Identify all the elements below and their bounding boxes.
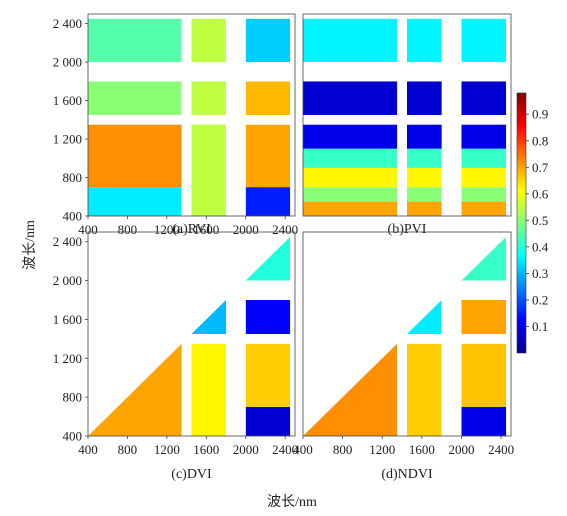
- masked-band-horizontal: [303, 280, 511, 300]
- panel-frame: [87, 231, 296, 437]
- masked-band-horizontal: [88, 334, 295, 344]
- heatmap-cell: [88, 18, 182, 63]
- y-tick-label: 1 200: [53, 351, 82, 366]
- heatmap-cell: [303, 343, 398, 436]
- x-tick-label: 1600: [193, 442, 219, 457]
- masked-band-vertical: [226, 232, 246, 436]
- heatmap-cell: [407, 300, 442, 334]
- masked-band-vertical: [397, 232, 407, 436]
- x-tick-label: 2400: [488, 442, 514, 457]
- colorbar-tick-label: 0.6: [532, 186, 549, 201]
- colorbar-tick-label: 0.2: [532, 292, 548, 307]
- colorbar-gradient: [516, 92, 527, 354]
- masked-band-horizontal: [88, 115, 295, 125]
- y-tick-label: 1 200: [53, 132, 82, 147]
- x-tick-label: 2400: [272, 442, 298, 457]
- heatmap-cell: [191, 343, 226, 436]
- panel-ndvi: [303, 232, 511, 436]
- panel-caption: (d)NDVI: [381, 467, 433, 482]
- heatmap-cell: [245, 124, 291, 188]
- x-tick-label: 800: [333, 442, 353, 457]
- x-tick-label: 2400: [272, 222, 298, 237]
- x-tick-label: 400: [293, 442, 313, 457]
- heatmap-cell: [245, 406, 291, 436]
- x-tick-label: 1200: [154, 222, 180, 237]
- heatmap-cell: [191, 300, 226, 334]
- panel-rvi: [88, 14, 295, 216]
- panel-frame: [302, 13, 512, 217]
- panel-caption: (c)DVI: [171, 467, 212, 482]
- masked-band-horizontal: [303, 115, 511, 125]
- colorbar-tick-label: 0.8: [532, 133, 548, 148]
- colorbar-tick-label: 0.4: [532, 239, 549, 254]
- masked-band-horizontal: [88, 280, 295, 300]
- x-tick-label: 2000: [233, 442, 259, 457]
- heatmap-cell: [245, 81, 291, 115]
- heatmap-cell: [407, 343, 442, 436]
- y-tick-label: 2 400: [53, 234, 82, 249]
- heatmap-cell: [245, 187, 291, 216]
- colorbar-tick-label: 0.7: [532, 160, 549, 175]
- y-tick-label: 2 000: [53, 273, 82, 288]
- masked-band-horizontal: [303, 334, 511, 344]
- y-tick-label: 800: [63, 390, 83, 405]
- heatmap-cell: [245, 343, 291, 407]
- colorbar-tick-label: 0.5: [532, 213, 548, 228]
- heatmap-cell: [88, 343, 182, 436]
- x-tick-label: 1200: [154, 442, 180, 457]
- x-tick-label: 1600: [409, 442, 435, 457]
- panel-frame: [87, 13, 296, 217]
- x-tick-label: 400: [78, 442, 98, 457]
- colorbar: 0.1 0.2 0.3 0.4 0.5 0.6 0.7 0.8 0.9: [516, 92, 549, 354]
- heatmap-cell: [461, 236, 507, 281]
- heatmap-cell: [88, 124, 182, 188]
- colorbar-tick-label: 0.9: [532, 107, 548, 122]
- masked-band-vertical: [441, 232, 462, 436]
- x-axis-label: 波长/nm: [267, 494, 317, 510]
- y-tick-label: 800: [63, 170, 83, 185]
- y-tick-label: 400: [63, 209, 83, 224]
- heatmap-cell: [245, 236, 291, 281]
- x-tick-label: 2000: [448, 442, 474, 457]
- masked-band-horizontal: [88, 62, 295, 82]
- y-tick-label: 1 600: [53, 312, 82, 327]
- heatmap-cell: [88, 187, 182, 216]
- y-tick-label: 1 600: [53, 93, 82, 108]
- x-tick-label: 1200: [369, 442, 395, 457]
- colorbar-tick-label: 0.1: [532, 319, 548, 334]
- panel-frame: [302, 231, 512, 437]
- heatmap-cell: [461, 343, 507, 407]
- masked-band-vertical: [226, 14, 246, 216]
- x-tick-label: 1600: [193, 222, 219, 237]
- masked-band-horizontal: [303, 62, 511, 82]
- x-tick-label: 400: [78, 222, 98, 237]
- heatmap-cell: [88, 81, 182, 115]
- panel-pvi: [303, 14, 511, 216]
- masked-band-vertical: [181, 232, 192, 436]
- masked-band-vertical: [441, 14, 462, 216]
- y-tick-label: 2 400: [53, 16, 82, 31]
- colorbar-tick-label: 0.3: [532, 266, 548, 281]
- heatmap-cell: [461, 406, 507, 436]
- x-tick-label: 800: [118, 442, 138, 457]
- heatmap-cell: [245, 300, 291, 334]
- y-tick-label: 400: [63, 429, 83, 444]
- heatmap-cell: [461, 300, 507, 334]
- panel-caption: (b)PVI: [388, 222, 427, 237]
- panel-caption: (a)RVI: [172, 222, 211, 237]
- y-tick-label: 2 000: [53, 55, 82, 70]
- x-tick-label: 800: [118, 222, 138, 237]
- panel-dvi: [88, 232, 295, 436]
- x-tick-label: 2000: [233, 222, 259, 237]
- heatmap-cell: [245, 18, 291, 63]
- y-axis-label: 波长/nm: [22, 220, 38, 270]
